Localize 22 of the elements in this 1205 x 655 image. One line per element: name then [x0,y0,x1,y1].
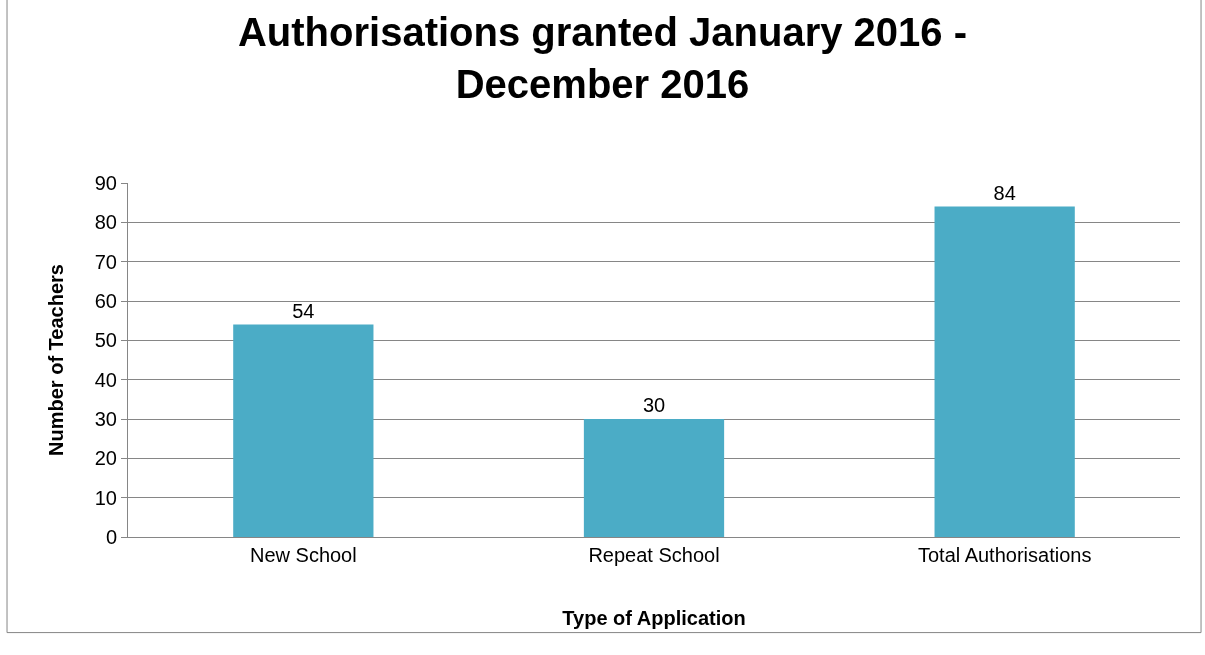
y-tick-label: 70 [94,250,117,273]
data-label: 84 [993,181,1016,204]
chart-title: Authorisations granted January 2016 - December 2016 [237,9,968,106]
data-label: 30 [642,394,666,416]
bar [233,324,374,537]
data-label: 54 [292,299,315,322]
y-tick-label: 20 [94,447,117,470]
y-axis-title: Number of Teachers [45,264,68,456]
bar [583,419,725,537]
y-tick-label: 90 [94,172,117,194]
y-tick-label: 30 [94,408,117,430]
bar [934,206,1075,537]
x-tick-label: Repeat School [588,544,720,566]
x-axis-title: Type of Application [562,606,746,629]
y-tick-label: 10 [94,486,117,509]
y-tick-label: 80 [94,211,117,234]
x-tick-label: Total Authorisations [917,544,1092,566]
y-tick-label: 50 [94,329,117,352]
x-tick-label: New School [249,544,357,566]
y-tick-label: 40 [94,368,117,391]
y-tick-label: 0 [105,526,117,548]
y-tick-label: 60 [94,290,117,312]
